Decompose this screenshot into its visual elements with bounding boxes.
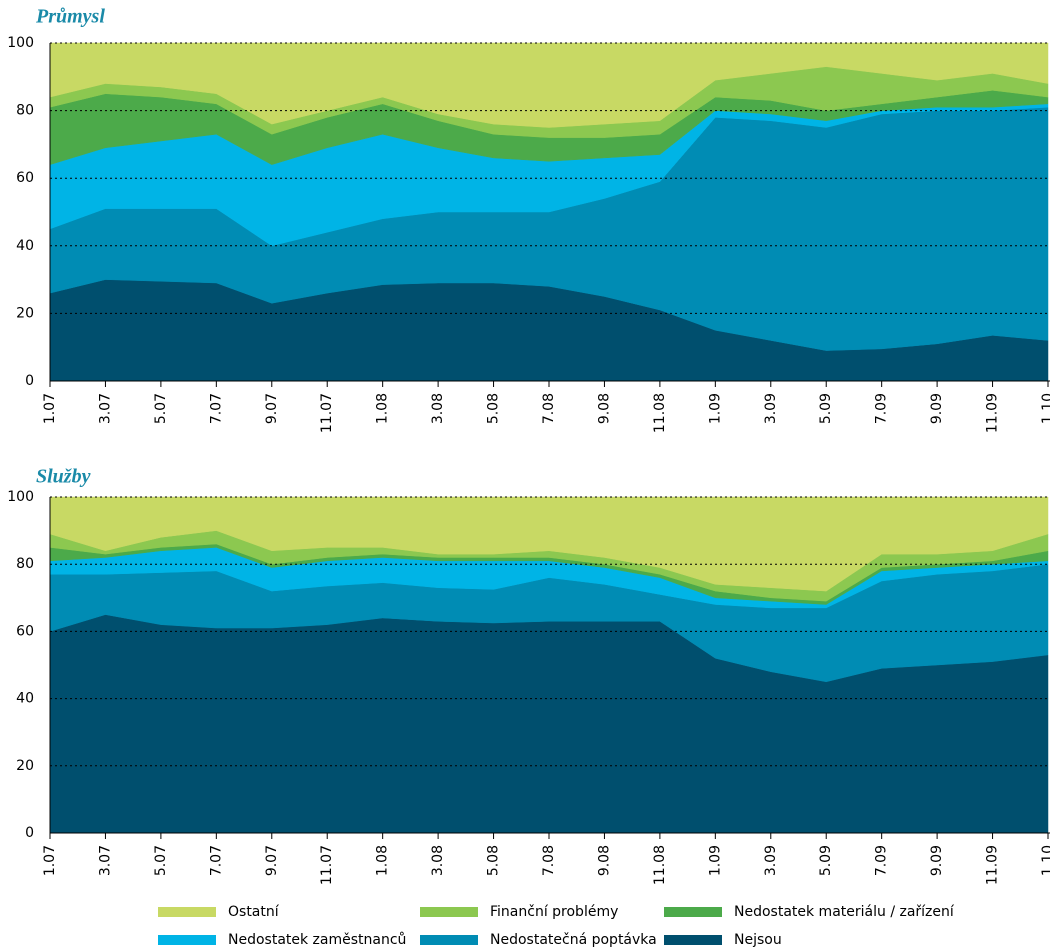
x-tick-label: 9.08 bbox=[596, 845, 612, 876]
x-tick-label: 7.07 bbox=[208, 393, 224, 424]
x-tick-label: 11.09 bbox=[985, 845, 1001, 885]
x-tick-label: 7.09 bbox=[874, 393, 890, 424]
x-tick-label: 1.07 bbox=[42, 393, 58, 424]
y-tick-label: 40 bbox=[16, 238, 34, 254]
x-tick-label: 9.07 bbox=[264, 393, 280, 424]
legend-label: Nedostatečná poptávka bbox=[490, 932, 657, 948]
x-tick-label: 7.09 bbox=[874, 845, 890, 876]
x-tick-label: 1.09 bbox=[707, 845, 723, 876]
x-tick-label: 11.07 bbox=[319, 393, 335, 433]
x-tick-label: 9.07 bbox=[264, 845, 280, 876]
x-tick-label: 3.07 bbox=[97, 393, 113, 424]
y-tick-label: 0 bbox=[25, 825, 34, 841]
legend-swatch bbox=[664, 907, 722, 917]
x-tick-label: 1.10 bbox=[1040, 845, 1050, 876]
legend-label: Ostatní bbox=[228, 904, 280, 920]
x-tick-label: 3.08 bbox=[430, 845, 446, 876]
legend-label: Nejsou bbox=[734, 932, 782, 948]
legend-label: Nedostatek materiálu / zařízení bbox=[734, 904, 955, 920]
x-tick-label: 1.10 bbox=[1040, 393, 1050, 424]
x-tick-label: 3.09 bbox=[763, 393, 779, 424]
x-tick-label: 5.08 bbox=[486, 845, 502, 876]
y-tick-label: 40 bbox=[16, 691, 34, 707]
y-tick-label: 100 bbox=[7, 489, 34, 505]
x-tick-label: 11.08 bbox=[652, 393, 668, 433]
legend-swatch bbox=[420, 907, 478, 917]
x-tick-label: 3.07 bbox=[97, 845, 113, 876]
legend-label: Nedostatek zaměstnanců bbox=[228, 932, 406, 948]
y-tick-label: 60 bbox=[16, 170, 34, 186]
x-tick-label: 5.09 bbox=[818, 393, 834, 424]
y-tick-label: 80 bbox=[16, 103, 34, 119]
chart-title: Služby bbox=[36, 466, 91, 488]
x-tick-label: 1.08 bbox=[375, 393, 391, 424]
x-tick-label: 3.09 bbox=[763, 845, 779, 876]
x-tick-label: 7.07 bbox=[208, 845, 224, 876]
legend-swatch bbox=[158, 907, 216, 917]
x-tick-label: 1.07 bbox=[42, 845, 58, 876]
x-tick-label: 5.09 bbox=[818, 845, 834, 876]
y-tick-label: 0 bbox=[25, 373, 34, 389]
legend-swatch bbox=[420, 935, 478, 945]
x-tick-label: 9.09 bbox=[929, 393, 945, 424]
x-tick-label: 5.07 bbox=[153, 845, 169, 876]
x-tick-label: 5.08 bbox=[486, 393, 502, 424]
x-tick-label: 1.09 bbox=[707, 393, 723, 424]
y-tick-label: 20 bbox=[16, 305, 34, 321]
x-tick-label: 11.08 bbox=[652, 845, 668, 885]
x-tick-label: 3.08 bbox=[430, 393, 446, 424]
x-tick-label: 11.07 bbox=[319, 845, 335, 885]
x-tick-label: 11.09 bbox=[985, 393, 1001, 433]
y-tick-label: 80 bbox=[16, 556, 34, 572]
x-tick-label: 7.08 bbox=[541, 393, 557, 424]
y-tick-label: 100 bbox=[7, 35, 34, 51]
legend-swatch bbox=[158, 935, 216, 945]
x-tick-label: 5.07 bbox=[153, 393, 169, 424]
x-tick-label: 7.08 bbox=[541, 845, 557, 876]
legend-swatch bbox=[664, 935, 722, 945]
x-tick-label: 9.08 bbox=[596, 393, 612, 424]
legend-label: Finanční problémy bbox=[490, 904, 618, 920]
y-tick-label: 60 bbox=[16, 623, 34, 639]
x-tick-label: 1.08 bbox=[375, 845, 391, 876]
y-tick-label: 20 bbox=[16, 758, 34, 774]
chart-title: Průmysl bbox=[35, 6, 105, 28]
x-tick-label: 9.09 bbox=[929, 845, 945, 876]
